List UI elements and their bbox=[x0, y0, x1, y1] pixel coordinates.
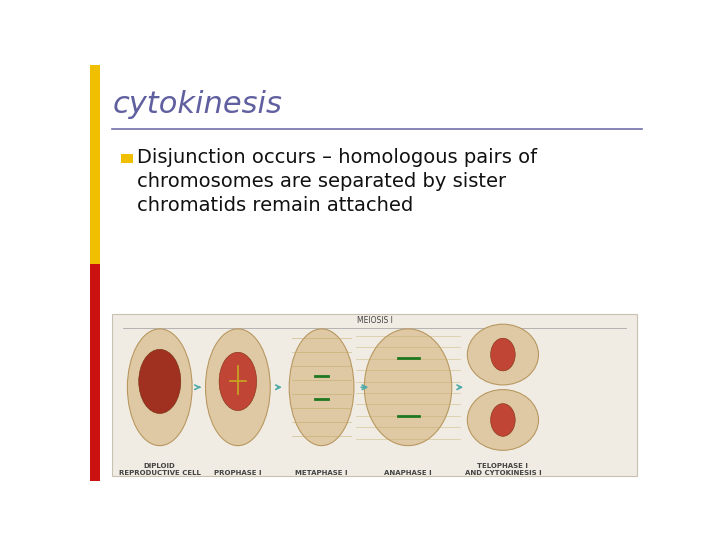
Ellipse shape bbox=[219, 352, 256, 410]
Text: Disjunction occurs – homologous pairs of: Disjunction occurs – homologous pairs of bbox=[138, 148, 538, 167]
Bar bbox=[90, 65, 100, 265]
Bar bbox=[121, 154, 133, 163]
Ellipse shape bbox=[139, 349, 181, 414]
Text: PROPHASE I: PROPHASE I bbox=[214, 470, 261, 476]
Text: TELOPHASE I
AND CYTOKINESIS I: TELOPHASE I AND CYTOKINESIS I bbox=[464, 463, 541, 476]
Ellipse shape bbox=[467, 389, 539, 450]
Text: DIPLOID
REPRODUCTIVE CELL: DIPLOID REPRODUCTIVE CELL bbox=[119, 463, 201, 476]
Ellipse shape bbox=[490, 403, 516, 436]
Text: ANAPHASE I: ANAPHASE I bbox=[384, 470, 432, 476]
Text: MEIOSIS I: MEIOSIS I bbox=[356, 316, 392, 326]
FancyBboxPatch shape bbox=[112, 314, 637, 476]
Text: chromosomes are separated by sister: chromosomes are separated by sister bbox=[138, 172, 507, 191]
Ellipse shape bbox=[289, 329, 354, 446]
Ellipse shape bbox=[127, 329, 192, 446]
Text: cytokinesis: cytokinesis bbox=[112, 90, 282, 119]
Ellipse shape bbox=[205, 329, 270, 446]
Text: chromatids remain attached: chromatids remain attached bbox=[138, 196, 414, 215]
Bar bbox=[90, 265, 100, 481]
Ellipse shape bbox=[490, 338, 516, 371]
Ellipse shape bbox=[467, 324, 539, 385]
Text: METAPHASE I: METAPHASE I bbox=[295, 470, 348, 476]
Ellipse shape bbox=[364, 329, 451, 446]
